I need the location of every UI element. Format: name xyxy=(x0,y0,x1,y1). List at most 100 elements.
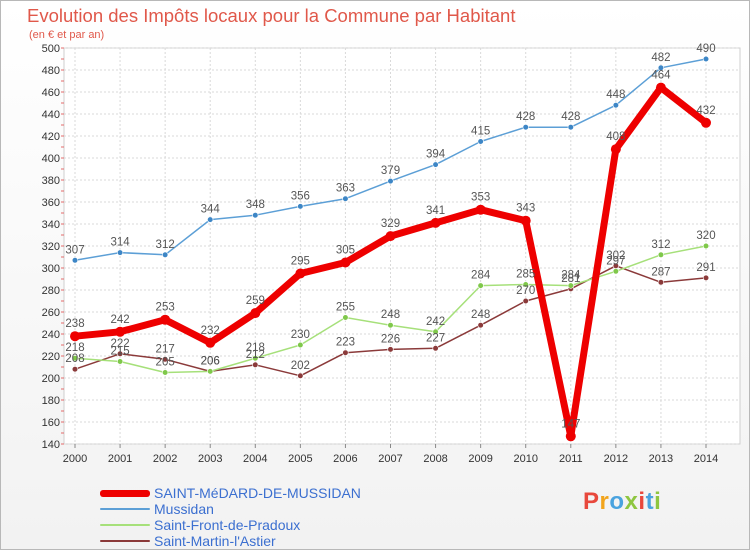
data-label: 490 xyxy=(696,43,715,55)
data-point xyxy=(387,178,394,185)
data-label: 428 xyxy=(516,111,535,123)
data-point xyxy=(432,161,439,168)
data-point xyxy=(160,314,171,325)
data-point xyxy=(116,350,124,357)
y-tick-label: 340 xyxy=(42,219,60,231)
y-tick-label: 280 xyxy=(42,285,60,297)
logo-letter: t xyxy=(645,488,655,515)
data-label: 226 xyxy=(381,333,400,345)
data-point xyxy=(342,349,349,356)
x-tick-label: 2009 xyxy=(468,453,492,465)
data-point xyxy=(565,431,576,442)
data-label: 232 xyxy=(201,325,220,337)
data-label: 379 xyxy=(381,165,400,177)
data-point xyxy=(655,82,666,93)
data-label: 344 xyxy=(201,204,221,216)
data-point xyxy=(342,314,349,321)
x-tick-label: 2004 xyxy=(243,453,267,465)
data-label: 230 xyxy=(291,329,310,341)
legend-swatch xyxy=(100,508,150,510)
data-label: 206 xyxy=(201,355,220,367)
data-label: 343 xyxy=(516,203,535,215)
data-label: 482 xyxy=(651,52,670,64)
data-label: 218 xyxy=(65,342,84,354)
data-label: 215 xyxy=(110,346,129,358)
x-tick-label: 2007 xyxy=(378,453,402,465)
logo-letter: x xyxy=(624,488,639,515)
data-label: 287 xyxy=(651,266,670,278)
y-tick-label: 460 xyxy=(42,87,60,99)
data-label: 253 xyxy=(156,302,175,314)
data-label: 242 xyxy=(110,314,129,326)
data-label: 227 xyxy=(426,332,445,344)
data-label: 284 xyxy=(471,270,491,282)
data-label: 428 xyxy=(561,111,580,123)
data-point xyxy=(522,124,529,131)
y-tick-label: 140 xyxy=(42,439,60,451)
data-label: 312 xyxy=(651,239,670,251)
x-tick-label: 2006 xyxy=(333,453,357,465)
legend-label: SAINT-MéDARD-DE-MUSSIDAN xyxy=(154,485,361,501)
data-label: 147 xyxy=(561,418,580,430)
data-point xyxy=(250,308,261,319)
data-label: 223 xyxy=(336,337,355,349)
data-label: 205 xyxy=(156,357,175,369)
data-label: 206 xyxy=(201,355,220,367)
x-tick-label: 2014 xyxy=(694,453,718,465)
data-label: 291 xyxy=(696,262,715,274)
data-point xyxy=(252,355,259,362)
data-label: 248 xyxy=(471,309,490,321)
logo-letter: i xyxy=(654,488,662,515)
logo-letter: o xyxy=(609,488,625,515)
data-label: 222 xyxy=(110,338,129,350)
data-point xyxy=(162,369,169,376)
data-point xyxy=(207,216,214,223)
data-point xyxy=(71,355,79,362)
data-label: 270 xyxy=(516,285,535,297)
data-label: 305 xyxy=(336,245,355,257)
x-tick-label: 2008 xyxy=(423,453,447,465)
x-tick-label: 2012 xyxy=(604,453,628,465)
data-label: 285 xyxy=(516,269,535,281)
data-point xyxy=(522,297,529,305)
y-tick-label: 260 xyxy=(42,307,60,319)
data-point xyxy=(567,124,574,131)
data-label: 284 xyxy=(561,270,581,282)
chart-title: Evolution des Impôts locaux pour la Comm… xyxy=(27,5,516,26)
data-point xyxy=(702,55,710,63)
data-label: 329 xyxy=(381,218,400,230)
data-point xyxy=(297,203,304,210)
data-label: 448 xyxy=(606,89,625,101)
data-label: 320 xyxy=(696,230,715,242)
data-label: 432 xyxy=(696,105,715,117)
data-point xyxy=(387,322,394,329)
data-point xyxy=(297,341,304,349)
y-tick-label: 360 xyxy=(42,197,60,209)
data-label: 314 xyxy=(110,237,130,249)
data-point xyxy=(522,281,529,288)
data-point xyxy=(612,102,619,109)
chart-legend: SAINT-MéDARD-DE-MUSSIDAN Mussidan Saint-… xyxy=(100,485,361,549)
data-point xyxy=(342,195,349,202)
legend-label: Saint-Front-de-Pradoux xyxy=(154,517,301,533)
data-label: 394 xyxy=(426,149,446,161)
x-tick-label: 2003 xyxy=(198,453,222,465)
data-point xyxy=(567,282,574,289)
data-label: 363 xyxy=(336,183,355,195)
data-point xyxy=(610,144,621,155)
y-tick-label: 380 xyxy=(42,175,60,187)
data-label: 255 xyxy=(336,302,355,314)
data-label: 248 xyxy=(381,309,400,321)
data-point xyxy=(702,242,710,250)
logo-letter: r xyxy=(599,488,610,515)
logo-letter: i xyxy=(638,488,646,515)
data-point xyxy=(70,331,80,342)
data-point xyxy=(657,279,665,286)
data-label: 295 xyxy=(291,256,310,268)
data-point xyxy=(205,337,216,348)
data-point xyxy=(657,251,665,258)
data-label: 415 xyxy=(471,126,490,138)
data-point xyxy=(71,257,79,264)
data-label: 202 xyxy=(291,360,310,372)
